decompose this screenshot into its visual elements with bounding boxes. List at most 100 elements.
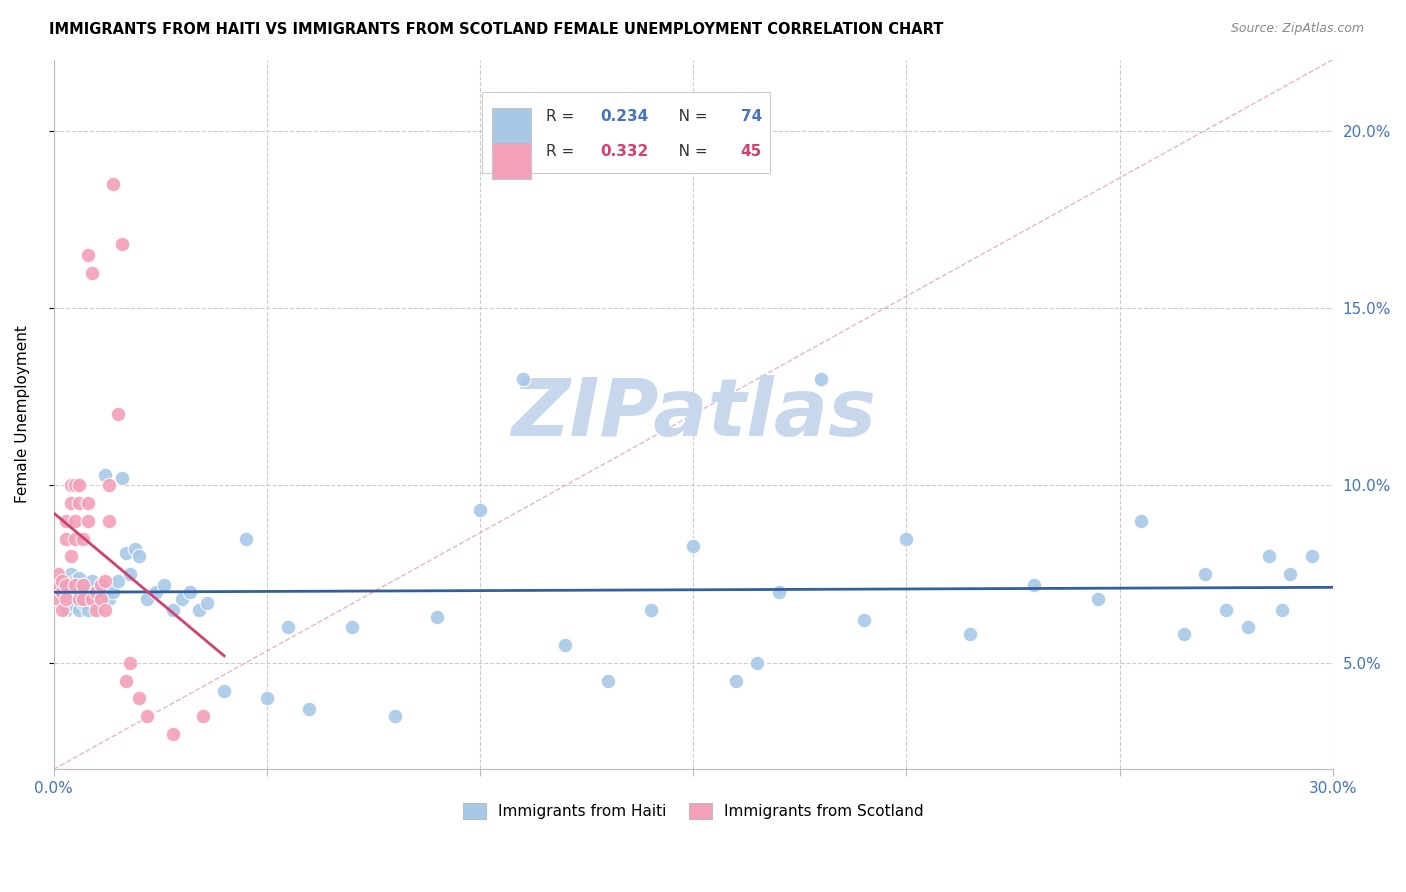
Point [195,595,218,609]
Point [72,532,94,546]
Point [340,620,363,634]
Point [76,602,98,616]
Point [89,591,111,606]
Point [63,599,86,613]
Point [1301,549,1323,564]
Point [55,578,77,592]
Point [67,496,90,510]
Point [111,237,134,252]
Text: N =: N = [664,109,713,123]
Legend: Immigrants from Haiti, Immigrants from Scotland: Immigrants from Haiti, Immigrants from S… [457,797,929,825]
Point [80,574,103,589]
Point [55,532,77,546]
Bar [492,108,531,144]
Point [84,585,107,599]
Point [512,372,534,386]
Text: 0.234: 0.234 [600,109,648,123]
Text: R =: R = [546,144,579,159]
Point [80,591,103,606]
Point [98,478,121,492]
Text: 74: 74 [741,109,762,123]
Point [46,585,69,599]
Point [46,591,69,606]
Point [187,602,209,616]
Point [94,574,117,589]
Point [277,620,299,634]
Point [72,595,94,609]
Point [128,691,150,706]
Text: Source: ZipAtlas.com: Source: ZipAtlas.com [1230,22,1364,36]
Point [80,591,103,606]
Point [94,467,117,482]
Point [136,591,159,606]
Point [1173,627,1195,641]
Point [1271,602,1294,616]
Point [67,585,90,599]
Point [59,496,82,510]
Point [1236,620,1258,634]
Point [596,673,619,688]
Point [1258,549,1281,564]
Point [107,408,129,422]
Point [84,585,107,599]
Point [468,503,491,517]
Text: 0.332: 0.332 [600,144,648,159]
Point [115,546,138,560]
Point [959,627,981,641]
Point [1087,591,1109,606]
Point [170,591,193,606]
Point [852,613,875,627]
Point [51,585,73,599]
Point [103,585,125,599]
Point [72,578,94,592]
Point [98,514,121,528]
Point [59,567,82,582]
Point [145,585,167,599]
Point [84,602,107,616]
Point [554,638,576,652]
Point [76,496,98,510]
Point [120,567,142,582]
Point [55,578,77,592]
Point [67,571,90,585]
Point [51,591,73,606]
Point [162,727,184,741]
Point [51,574,73,589]
Point [46,567,69,582]
Text: 45: 45 [741,144,762,159]
Point [120,656,142,670]
Point [72,589,94,603]
Point [107,574,129,589]
Point [94,602,117,616]
Point [67,591,90,606]
Point [212,684,235,698]
Point [896,532,918,546]
Point [63,532,86,546]
Point [384,709,406,723]
Point [72,578,94,592]
Point [179,585,201,599]
Point [63,591,86,606]
Point [162,602,184,616]
Text: R =: R = [546,109,579,123]
Point [810,372,832,386]
Bar [492,144,531,178]
Point [55,602,77,616]
Point [682,539,704,553]
Point [89,578,111,592]
Point [67,602,90,616]
Y-axis label: Female Unemployment: Female Unemployment [15,326,30,503]
Point [67,478,90,492]
Text: IMMIGRANTS FROM HAITI VS IMMIGRANTS FROM SCOTLAND FEMALE UNEMPLOYMENT CORRELATIO: IMMIGRANTS FROM HAITI VS IMMIGRANTS FROM… [49,22,943,37]
Text: N =: N = [664,144,713,159]
Bar [482,92,770,173]
Point [59,549,82,564]
Point [103,177,125,191]
Point [128,549,150,564]
Point [1279,567,1302,582]
Point [1194,567,1216,582]
Point [59,582,82,596]
Point [724,673,747,688]
Point [1215,602,1237,616]
Point [98,591,121,606]
